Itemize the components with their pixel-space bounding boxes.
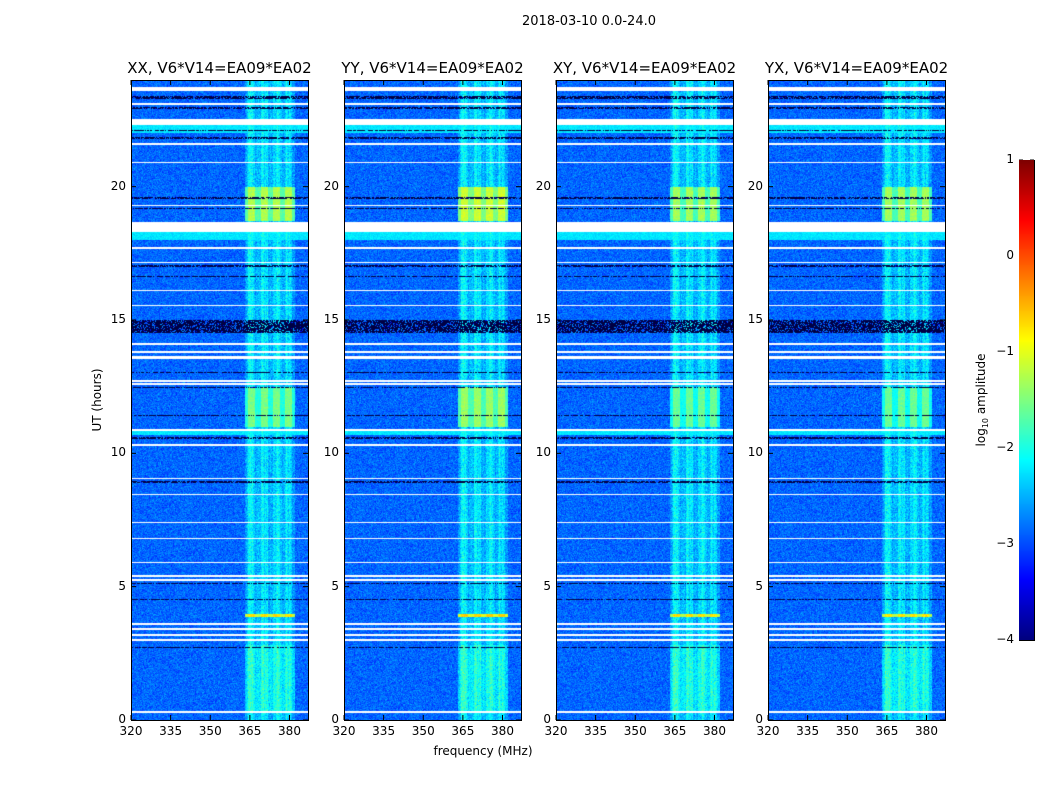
colorbar-tick-label: −2 bbox=[996, 440, 1014, 454]
waterfall-image-3 bbox=[556, 80, 733, 720]
waterfall-image-4 bbox=[768, 80, 945, 720]
y-tick-label: 5 bbox=[331, 578, 339, 593]
x-tick-label: 350 bbox=[835, 724, 859, 738]
x-tick-label: 335 bbox=[584, 724, 608, 738]
y-tick-label: 20 bbox=[110, 178, 126, 193]
figure-title: 2018-03-10 0.0-24.0 bbox=[522, 14, 656, 29]
y-tick-label: 10 bbox=[535, 445, 551, 460]
panel-title-2: YY, V6*V14=EA09*EA02 bbox=[341, 59, 524, 77]
x-tick-label: 365 bbox=[663, 724, 687, 738]
y-tick-label: 5 bbox=[118, 578, 126, 593]
y-tick-label: 10 bbox=[323, 445, 339, 460]
y-tick-label: 0 bbox=[118, 712, 126, 726]
x-tick-label: 350 bbox=[198, 724, 222, 738]
waterfall-image-2 bbox=[344, 80, 521, 720]
y-tick-label: 20 bbox=[535, 178, 551, 193]
x-tick-label: 320 bbox=[756, 724, 780, 738]
panel-title-3: XY, V6*V14=EA09*EA02 bbox=[552, 59, 737, 77]
panel-title-1: XX, V6*V14=EA09*EA02 bbox=[127, 59, 312, 77]
colorbar-tick-label: 1 bbox=[1006, 152, 1014, 166]
y-tick-label: 15 bbox=[323, 312, 339, 326]
x-tick-label: 365 bbox=[875, 724, 899, 738]
x-tick-label: 380 bbox=[915, 724, 938, 738]
panel-title-4: YX, V6*V14=EA09*EA02 bbox=[764, 59, 949, 77]
x-tick-label: 380 bbox=[703, 724, 726, 738]
x-tick-label: 320 bbox=[332, 724, 356, 738]
y-tick-label: 15 bbox=[110, 312, 126, 326]
y-tick-label: 20 bbox=[323, 178, 339, 193]
x-tick-label: 350 bbox=[623, 724, 647, 738]
panel-frame-3 bbox=[556, 80, 734, 721]
x-tick-label: 320 bbox=[544, 724, 568, 738]
y-tick-label: 0 bbox=[755, 712, 763, 726]
x-tick-label: 380 bbox=[278, 724, 301, 738]
x-tick-label: 380 bbox=[491, 724, 514, 738]
y-tick-label: 20 bbox=[747, 178, 763, 193]
y-tick-label: 5 bbox=[755, 578, 763, 593]
waterfall-image-1 bbox=[131, 80, 308, 720]
colorbar-tick-label: −4 bbox=[996, 632, 1014, 646]
y-tick-label: 15 bbox=[535, 312, 551, 326]
y-tick-label: 0 bbox=[331, 712, 339, 726]
panel-frame-1 bbox=[131, 80, 309, 721]
x-axis-label: frequency (MHz) bbox=[433, 744, 533, 758]
colorbar-tick-label: −3 bbox=[996, 536, 1014, 550]
x-tick-label: 320 bbox=[119, 724, 143, 738]
y-tick-label: 15 bbox=[747, 312, 763, 326]
x-tick-label: 365 bbox=[238, 724, 262, 738]
x-tick-label: 335 bbox=[372, 724, 396, 738]
x-tick-label: 350 bbox=[411, 724, 435, 738]
colorbar-tick-label: −1 bbox=[996, 344, 1014, 358]
panel-frame-2 bbox=[344, 80, 522, 721]
panel-frame-4 bbox=[768, 80, 946, 721]
x-tick-label: 365 bbox=[451, 724, 475, 738]
x-tick-label: 335 bbox=[159, 724, 183, 738]
y-tick-label: 5 bbox=[543, 578, 551, 593]
y-tick-label: 10 bbox=[110, 445, 126, 460]
colorbar bbox=[1019, 160, 1034, 640]
y-tick-label: 10 bbox=[747, 445, 763, 460]
x-tick-label: 335 bbox=[796, 724, 820, 738]
y-tick-label: 0 bbox=[543, 712, 551, 726]
colorbar-tick-label: 0 bbox=[1006, 248, 1014, 262]
